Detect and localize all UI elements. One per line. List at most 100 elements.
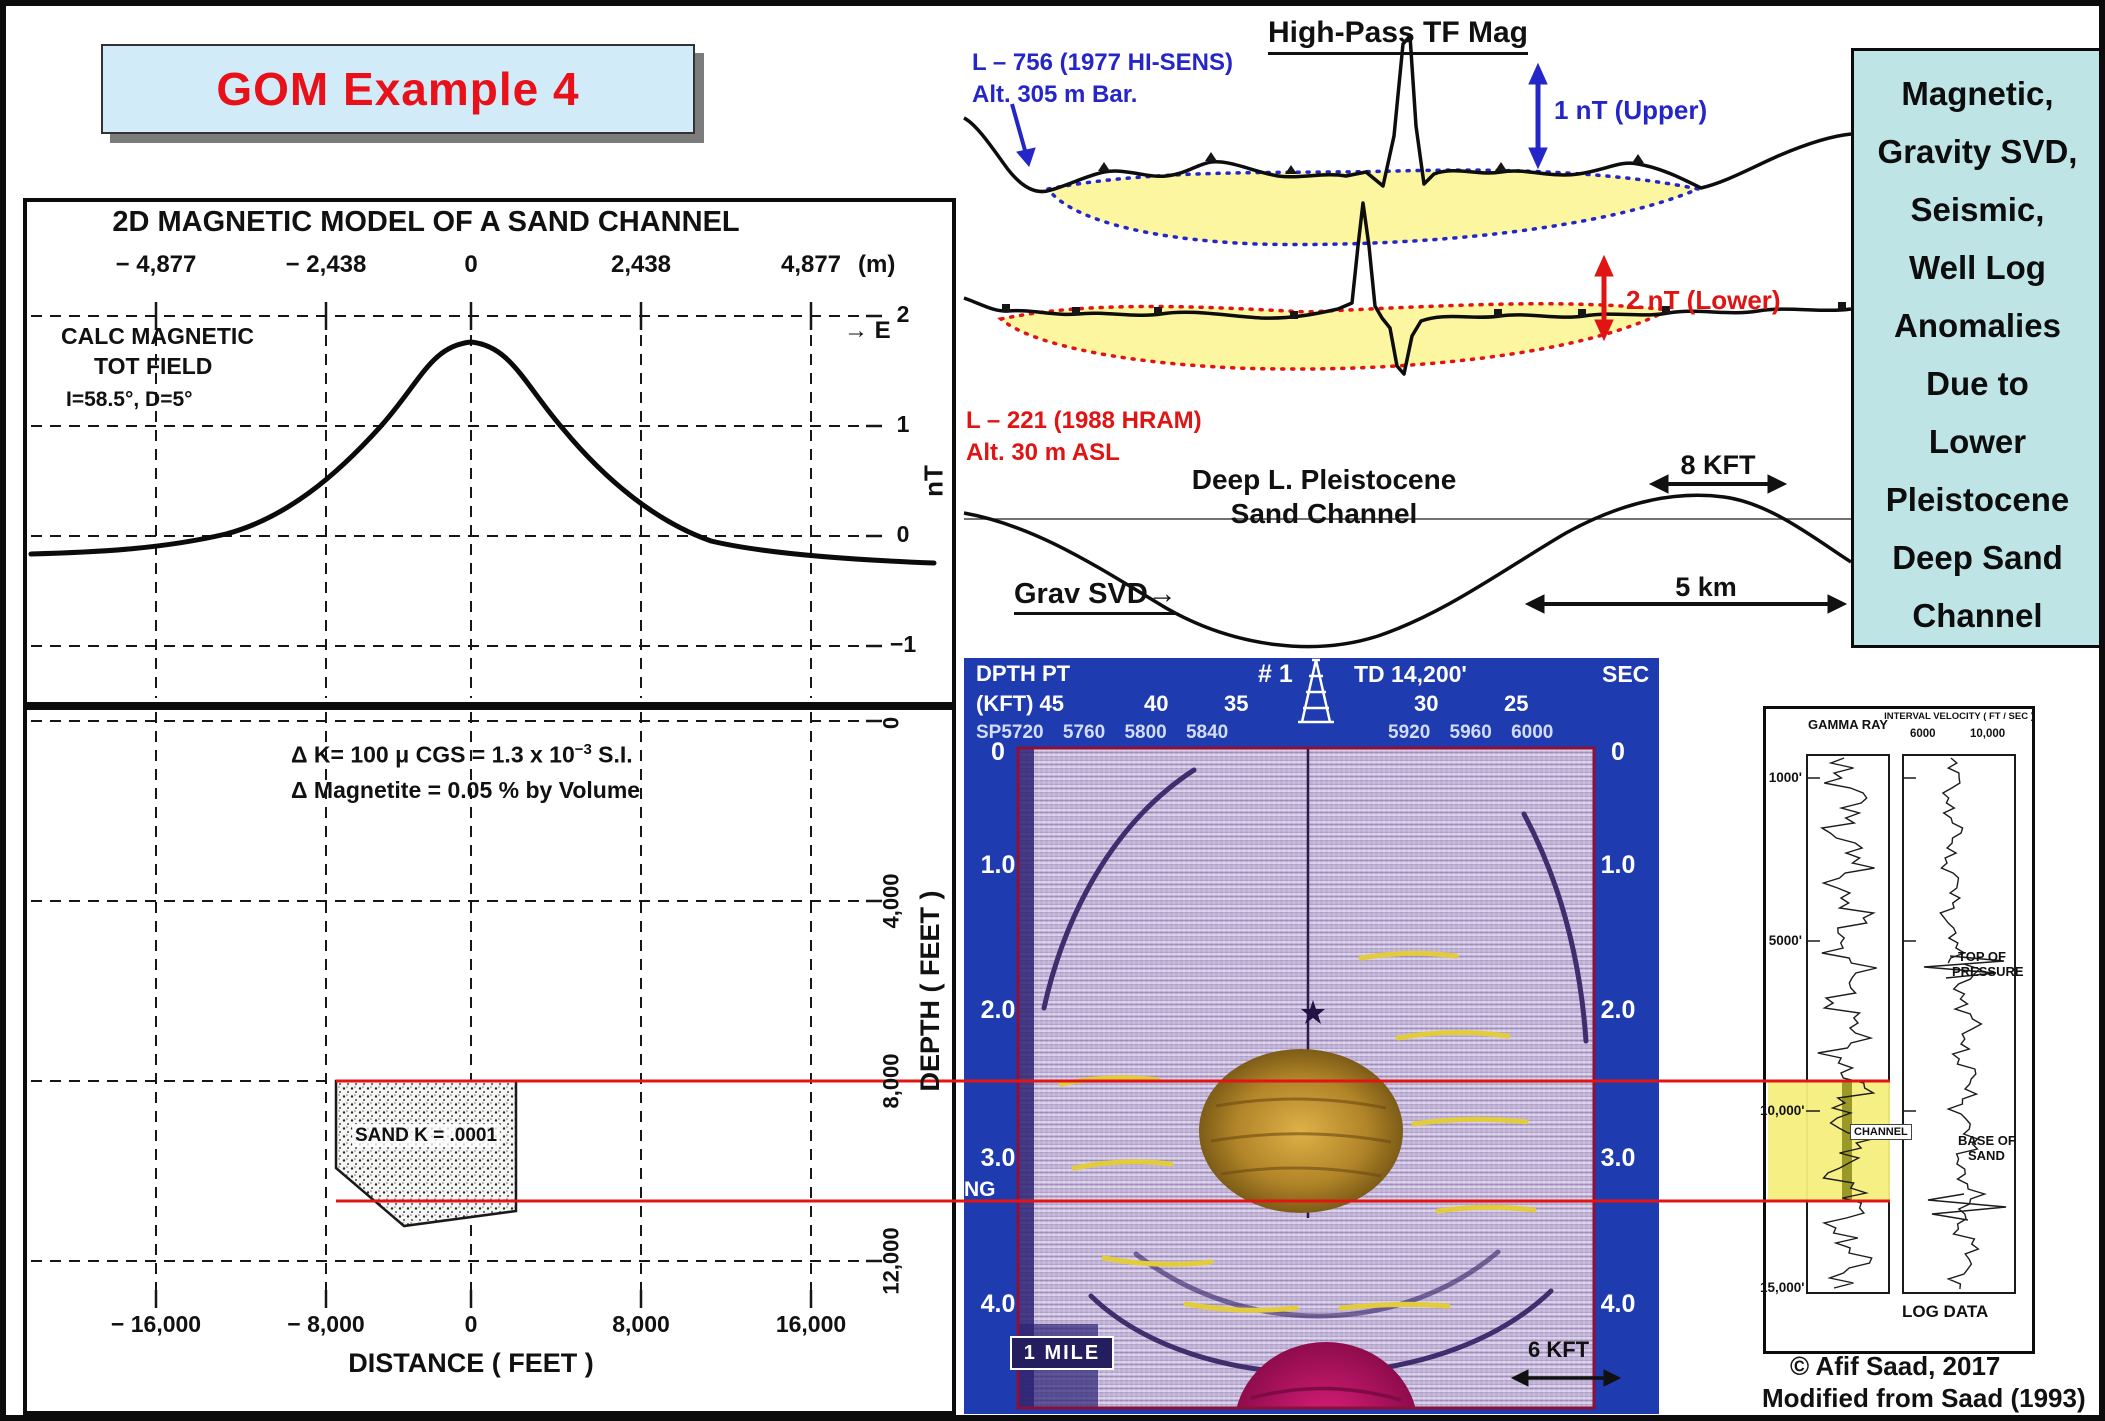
tfmag-art — [963, 34, 1852, 649]
upper-profile-markers — [1098, 152, 1644, 174]
anomaly-line: Well Log — [1909, 249, 2046, 286]
east-arrow-label: → E — [844, 317, 891, 344]
distance-axis-tick: 0 — [464, 1311, 478, 1337]
calc-field-label-3: I=58.5°, D=5° — [66, 388, 193, 411]
seismic-kft-tick: 30 — [1414, 691, 1439, 716]
grav-svd-label: Grav SVD→ — [1014, 578, 1177, 616]
calc-field-label-2: TOT FIELD — [94, 353, 213, 379]
lower-scale-arrow — [1594, 254, 1614, 342]
log-depth-label: 10,000' — [1760, 1103, 1805, 1118]
calc-field-label-1: CALC MAGNETIC — [61, 323, 254, 349]
susceptibility-text: Δ K= 100 μ CGS = 1.3 x 10 — [291, 741, 575, 768]
well-log-panel — [1763, 706, 2035, 1354]
sand-body-label: SAND K = .0001 — [352, 1124, 501, 1148]
nt-axis-tick: −1 — [889, 631, 917, 657]
velocity-header: INTERVAL VELOCITY ( FT / SEC ) — [1884, 711, 2034, 722]
lower-scale-label: 2 nT (Lower) — [1626, 285, 1781, 315]
velocity-scale-min: 6000 — [1910, 728, 1936, 740]
time-tick-left: 4.0 — [980, 1290, 1016, 1318]
slide-title: GOM Example 4 — [216, 63, 580, 115]
depth-axis-tick: 0 — [878, 716, 904, 730]
nt-axis-tick: 0 — [896, 521, 910, 547]
mile-scale-label: 1 MILE — [1023, 1341, 1101, 1364]
title-box: GOM Example 4 — [101, 44, 695, 134]
mag-model-panel — [23, 706, 956, 1415]
susceptibility-exponent: −3 — [574, 741, 592, 758]
time-tick-right: 0 — [1611, 738, 1625, 766]
upper-line-label-1: L – 756 (1977 HI-SENS) — [972, 49, 1234, 76]
magnetite-line: Δ Magnetite = 0.05 % by Volume — [291, 777, 641, 803]
sec-axis-label: SEC — [1602, 661, 1650, 687]
m-axis-tick: 4,877 — [780, 251, 842, 278]
credit-line-2: Modified from Saad (1993) — [1762, 1383, 2086, 1413]
distance-axis-tick: 8,000 — [612, 1311, 670, 1337]
anomaly-line: Deep Sand — [1892, 539, 2063, 576]
anomaly-line: Anomalies — [1894, 307, 2061, 344]
seismic-section-image — [1018, 748, 1594, 1408]
upper-line-label-2: Alt. 305 m Bar. — [972, 81, 1138, 108]
gamma-ray-header: GAMMA RAY — [1808, 717, 1888, 732]
channel-chip: CHANNEL — [1850, 1124, 1912, 1140]
kft8-label: 8 KFT — [1680, 450, 1756, 480]
distance-axis-tick: − 16,000 — [110, 1311, 202, 1337]
kft6-label: 6 KFT — [1528, 1337, 1590, 1362]
time-tick-left: 0 — [991, 738, 1005, 766]
shotpoint-row-left: SP5720 5760 5800 5840 — [976, 722, 1229, 743]
depth-axis-tick: 4,000 — [878, 873, 904, 929]
top-of-pressure-label-2: PRESSURE — [1952, 964, 2024, 979]
channel-caption-1: Deep L. Pleistocene — [1191, 464, 1457, 495]
nt-axis-tick: 1 — [896, 411, 910, 437]
lower-line-label-1: L – 221 (1988 HRAM) — [966, 407, 1202, 434]
well-number-label: # 1 — [1258, 660, 1293, 688]
seismic-kft-tick: 25 — [1504, 691, 1529, 716]
m-axis-tick: − 4,877 — [115, 251, 197, 278]
anomaly-line: Channel — [1912, 597, 2043, 634]
lower-anomaly-fill — [1001, 303, 1668, 370]
mag-chart-title: 2D MAGNETIC MODEL OF A SAND CHANNEL — [112, 206, 740, 238]
velocity-scale-max: 10,000 — [1970, 728, 2006, 740]
nt-axis-tick: 2 — [896, 301, 910, 327]
time-tick-left: 3.0 — [980, 1144, 1016, 1172]
top-of-pressure-label-1: TOP OF — [1958, 949, 2006, 964]
time-tick-right: 1.0 — [1600, 851, 1636, 879]
seismic-kft-left-label: (KFT) 45 — [976, 691, 1064, 716]
ng-edge-label: NG — [964, 1178, 996, 1201]
seismic-kft-tick: 35 — [1224, 691, 1249, 716]
lower-line-label-2: Alt. 30 m ASL — [966, 439, 1120, 466]
m-axis-tick: 2,438 — [610, 251, 672, 278]
upper-line-pointer-arrow — [1010, 103, 1036, 167]
base-of-sand-label-1: BASE OF — [1958, 1133, 2016, 1148]
tfmag-title: High-Pass TF Mag — [1267, 16, 1529, 55]
distance-axis-tick: 16,000 — [775, 1311, 847, 1337]
anomaly-line: Gravity SVD, — [1877, 133, 2078, 170]
channel-chip-label: CHANNEL — [1854, 1126, 1908, 1138]
anomaly-line: Pleistocene — [1885, 481, 2070, 518]
anomaly-text-box: Magnetic, Gravity SVD, Seismic, Well Log… — [1851, 48, 2099, 648]
time-tick-left: 1.0 — [980, 851, 1016, 879]
seismic-kft-tick: 40 — [1144, 691, 1169, 716]
base-of-sand-label-2: SAND — [1968, 1148, 2005, 1163]
m-axis-tick: 0 — [464, 251, 478, 278]
depth-axis-tick: 8,000 — [878, 1053, 904, 1109]
m-axis-tick: − 2,438 — [285, 251, 367, 278]
gamma-ray-track — [1806, 754, 1890, 1294]
log-depth-label: 15,000' — [1760, 1280, 1805, 1295]
distance-axis-label: DISTANCE ( FEET ) — [348, 1348, 594, 1378]
upper-scale-label: 1 nT (Upper) — [1554, 95, 1708, 125]
anomaly-line: Seismic, — [1910, 191, 2045, 228]
susceptibility-line: Δ K= 100 μ CGS = 1.3 x 10−3 S.I. — [291, 741, 633, 768]
susceptibility-unit: S.I. — [591, 741, 633, 768]
nt-axis-label: nT — [918, 465, 949, 497]
time-tick-right: 2.0 — [1600, 996, 1636, 1024]
upper-anomaly-outline — [1044, 168, 1704, 247]
time-tick-right: 3.0 — [1600, 1144, 1636, 1172]
upper-anomaly-fill — [1048, 170, 1698, 245]
anomaly-line: Magnetic, — [1901, 75, 2054, 112]
km5-label: 5 km — [1675, 572, 1737, 602]
mile-scale-box: 1 MILE — [1010, 1336, 1114, 1370]
velocity-track — [1902, 754, 2016, 1294]
depth-axis-tick: 12,000 — [878, 1227, 904, 1295]
log-depth-label: 1000' — [1768, 770, 1802, 785]
anomaly-line: Lower — [1928, 423, 2027, 460]
